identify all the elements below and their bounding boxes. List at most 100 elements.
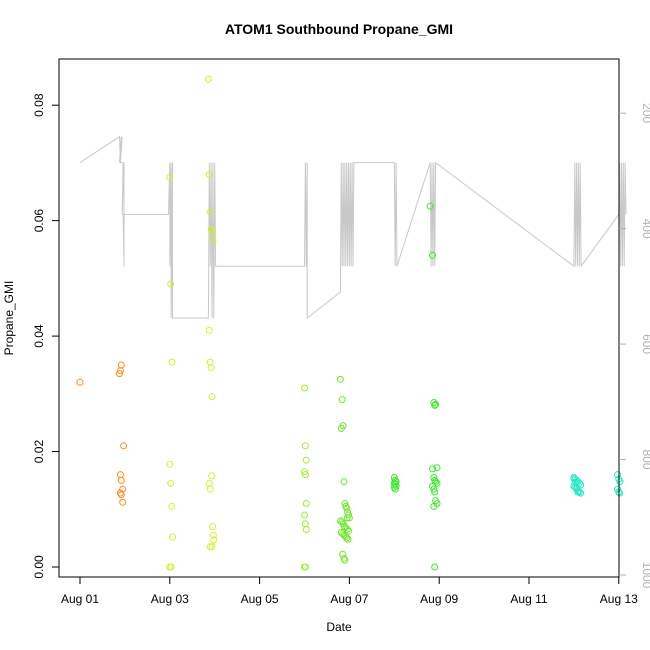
data-point (166, 173, 174, 181)
data-point (336, 375, 344, 383)
series-1 (166, 75, 218, 571)
data-point (209, 523, 216, 531)
data-point (345, 514, 353, 522)
data-point (430, 399, 438, 406)
data-point (343, 526, 351, 533)
y-tick-label: 0.02 (32, 440, 46, 464)
data-point (433, 464, 441, 472)
data-point (345, 527, 352, 535)
data-point (209, 237, 217, 245)
data-point (207, 364, 215, 372)
y2-tick-label: 800 (640, 450, 650, 470)
data-point (206, 358, 214, 366)
x-tick-label: Aug 11 (510, 592, 547, 606)
series-0 (76, 361, 128, 506)
data-point (207, 225, 215, 233)
data-point (302, 526, 310, 533)
data-point (343, 504, 351, 512)
y-tick-label: 0.00 (32, 555, 46, 579)
altitude-line (79, 135, 627, 320)
data-point (431, 563, 439, 571)
data-point (117, 476, 125, 484)
data-point (116, 471, 124, 479)
data-point (344, 535, 352, 543)
data-point (206, 485, 214, 493)
data-point (616, 478, 624, 486)
y-tick-label: 0.04 (32, 324, 46, 348)
x-axis: Aug 01 Aug 03 Aug 05 Aug 07 Aug 09 Aug 11 Aug … (61, 577, 638, 606)
data-point (391, 485, 399, 493)
series-2 (301, 384, 310, 571)
data-point (430, 502, 438, 510)
y2-tick-label: 1000 (640, 562, 650, 589)
series-5 (570, 471, 624, 497)
y-axis-label: Propane_GMI (2, 281, 16, 356)
x-tick-label: Aug 13 (600, 592, 638, 606)
data-point (204, 75, 212, 83)
data-point (119, 498, 127, 506)
x-axis-label: Date (326, 620, 352, 634)
data-point (208, 228, 216, 236)
data-point (205, 171, 213, 178)
y2-tick-label: 200 (640, 103, 650, 123)
x-tick-label: Aug 09 (420, 592, 458, 606)
series-3 (336, 375, 353, 564)
data-point (430, 474, 438, 481)
data-point (574, 488, 582, 496)
chart-title: ATOM1 Southbound Propane_GMI (225, 21, 453, 37)
y-tick-label: 0.08 (32, 93, 46, 117)
data-point (301, 563, 309, 571)
data-point (616, 489, 624, 497)
data-point (431, 401, 439, 409)
data-point (341, 500, 349, 507)
data-point (206, 208, 214, 216)
data-point (208, 543, 216, 551)
y-tick-label: 0.06 (32, 209, 46, 233)
data-points (76, 75, 624, 571)
plot-frame (58, 58, 620, 578)
data-point (169, 533, 176, 541)
data-point (570, 475, 578, 483)
data-point (205, 479, 213, 487)
data-point (343, 514, 351, 522)
x-tick-label: Aug 03 (151, 592, 189, 606)
y-axis: 0.00 0.02 0.04 0.06 0.08 (32, 93, 59, 579)
data-point (116, 370, 123, 378)
data-point (208, 472, 216, 480)
x-tick-label: Aug 05 (241, 592, 279, 606)
data-point (431, 488, 439, 496)
y2-tick-label: 600 (640, 334, 650, 354)
data-point (302, 456, 310, 464)
data-point (343, 534, 351, 542)
data-point (167, 563, 175, 571)
data-point (301, 471, 309, 479)
data-point (205, 326, 213, 334)
y2-tick-label: 400 (640, 219, 650, 239)
data-point (76, 378, 84, 386)
data-point (210, 536, 218, 544)
data-point (340, 478, 348, 486)
data-point (167, 479, 175, 487)
data-point (341, 556, 349, 564)
data-point (301, 511, 308, 519)
data-point (614, 471, 621, 479)
data-point (338, 396, 346, 404)
data-point (337, 425, 345, 432)
data-point (168, 358, 176, 366)
data-point (573, 484, 581, 492)
data-point (208, 393, 216, 401)
data-point (168, 502, 176, 510)
data-point (426, 202, 434, 210)
altitude-trace (79, 135, 627, 320)
x-tick-label: Aug 01 (61, 592, 99, 606)
data-point (430, 485, 438, 493)
data-point (117, 491, 125, 499)
data-point (120, 442, 128, 450)
data-point (301, 520, 309, 528)
data-point (432, 400, 440, 408)
series-4 (390, 202, 441, 571)
data-point (339, 550, 347, 558)
x-tick-label: Aug 07 (330, 592, 368, 606)
data-point (392, 482, 400, 490)
